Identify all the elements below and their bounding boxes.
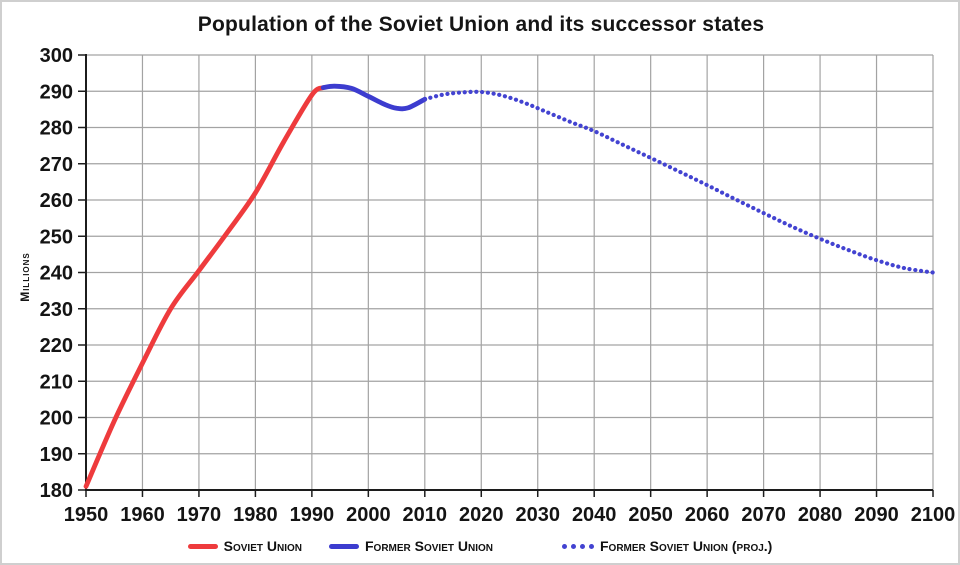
y-tick-label: 290 [40, 81, 73, 103]
legend-item-soviet-union: Soviet Union [187, 538, 302, 554]
legend: Soviet Union Former Soviet Union Former … [2, 534, 958, 558]
legend-bar [328, 543, 359, 549]
y-tick-label: 200 [40, 408, 73, 430]
series-soviet-union [83, 85, 326, 489]
y-tick-label: 180 [40, 480, 73, 502]
y-tick-label: 280 [40, 118, 73, 140]
y-tick-label: 270 [40, 154, 73, 176]
x-tick-label: 2080 [798, 504, 843, 526]
y-tick-label: 240 [40, 263, 73, 285]
y-tick-label: 250 [40, 226, 73, 248]
legend-bar [187, 543, 218, 549]
legend-line-sample-dotted-blue [562, 543, 594, 549]
chart-title: Population of the Soviet Union and its s… [197, 13, 765, 36]
x-tick-label: 1960 [120, 504, 165, 526]
y-tick-label: 210 [40, 371, 73, 393]
x-tick-label: 1970 [177, 504, 222, 526]
legend-dot [580, 543, 585, 549]
y-tick-label: 300 [40, 45, 73, 67]
series-former-soviet-union-proj [422, 89, 936, 275]
y-tick-label: 260 [40, 190, 73, 212]
legend-dot [571, 543, 576, 549]
legend-dot [589, 543, 594, 549]
legend-item-former-soviet-union-proj: Former Soviet Union (proj.) [562, 538, 772, 554]
legend-label: Former Soviet Union [364, 538, 493, 554]
legend-line-sample-solid-blue [328, 543, 359, 549]
x-tick-label: 2100 [911, 504, 956, 526]
x-tick-label: 2060 [685, 504, 730, 526]
y-tick-label: 220 [40, 335, 73, 357]
x-tick-label: 1950 [64, 504, 109, 526]
legend-line-sample-solid-red [187, 543, 218, 549]
y-axis-title: Millions [18, 252, 32, 302]
legend-item-former-soviet-union: Former Soviet Union [328, 538, 493, 554]
series-former-soviet-union [320, 83, 428, 112]
x-tick-label: 2050 [628, 504, 673, 526]
y-tick-label: 230 [40, 299, 73, 321]
x-tick-label: 2010 [403, 504, 448, 526]
legend-label: Former Soviet Union (proj.) [600, 538, 773, 554]
x-tick-label: 2000 [346, 504, 391, 526]
legend-dot [562, 543, 567, 549]
x-tick-label: 2090 [854, 504, 899, 526]
x-tick-label: 1980 [233, 504, 278, 526]
legend-label: Soviet Union [223, 538, 302, 554]
x-tick-label: 2040 [572, 504, 617, 526]
x-tick-label: 2070 [741, 504, 786, 526]
y-tick-label: 190 [40, 444, 73, 466]
x-tick-label: 1990 [290, 504, 335, 526]
x-tick-label: 2020 [459, 504, 504, 526]
x-tick-label: 2030 [515, 504, 560, 526]
